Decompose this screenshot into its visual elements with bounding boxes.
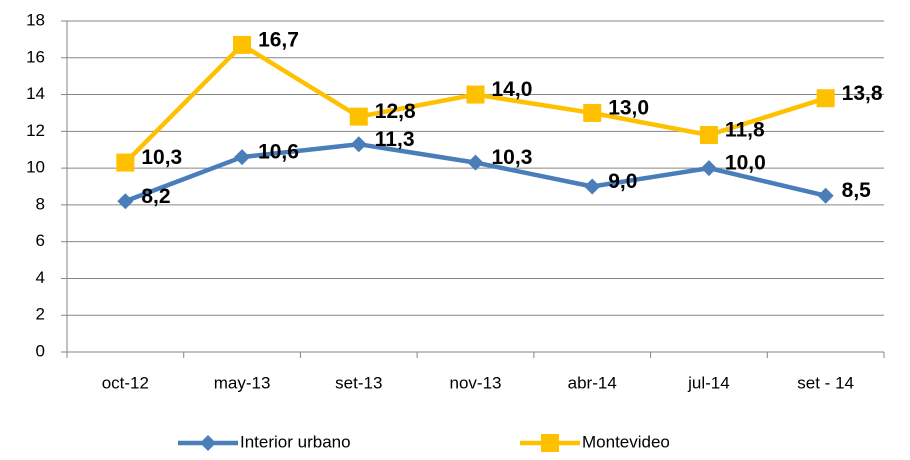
value-label: 12,8 [375, 100, 416, 123]
y-tick-label: 2 [36, 305, 45, 324]
y-tick-label: 4 [36, 268, 45, 287]
value-label: 8,2 [141, 185, 170, 208]
legend-label: Interior urbano [240, 432, 351, 451]
marker [699, 126, 718, 145]
y-tick-label: 10 [26, 158, 45, 177]
marker [816, 89, 835, 108]
series-line [123, 42, 827, 165]
legend-label: Montevideo [582, 432, 670, 451]
y-tick-label: 12 [26, 121, 45, 140]
value-label: 16,7 [258, 28, 299, 51]
value-label: 10,6 [258, 141, 299, 164]
x-tick-label: jul-14 [687, 373, 730, 392]
value-label: 14,0 [492, 78, 533, 101]
y-tick-label: 0 [36, 341, 45, 360]
value-label: 11,3 [375, 128, 415, 151]
series-line [124, 141, 827, 204]
marker [817, 187, 834, 204]
x-tick-label: set - 14 [797, 373, 854, 392]
x-tick-label: set-13 [335, 373, 382, 392]
y-tick-label: 16 [26, 47, 45, 66]
x-tick-label: nov-13 [450, 373, 502, 392]
marker [233, 35, 252, 54]
legend-marker [541, 434, 559, 452]
value-label: 13,8 [842, 82, 883, 105]
x-tick-label: abr-14 [568, 373, 617, 392]
value-label: 10,3 [141, 146, 182, 169]
marker [117, 193, 134, 210]
marker [700, 160, 717, 177]
y-tick-label: 6 [36, 231, 45, 250]
marker [116, 153, 135, 172]
value-label: 13,0 [608, 96, 649, 119]
value-label: 11,8 [725, 119, 765, 142]
marker [584, 178, 601, 195]
value-label: 8,5 [842, 179, 872, 202]
marker [349, 107, 368, 126]
x-tick-label: may-13 [214, 373, 271, 392]
y-tick-label: 18 [26, 10, 45, 29]
marker [350, 136, 367, 153]
value-label: 10,0 [725, 152, 766, 175]
marker [466, 85, 485, 104]
y-tick-label: 14 [26, 84, 45, 103]
legend-marker [200, 435, 216, 451]
x-tick-label: oct-12 [102, 373, 149, 392]
marker [467, 154, 484, 171]
value-label: 9,0 [608, 170, 637, 193]
y-tick-label: 8 [36, 194, 45, 213]
marker [583, 103, 602, 122]
marker [234, 149, 251, 166]
value-label: 10,3 [492, 146, 533, 169]
